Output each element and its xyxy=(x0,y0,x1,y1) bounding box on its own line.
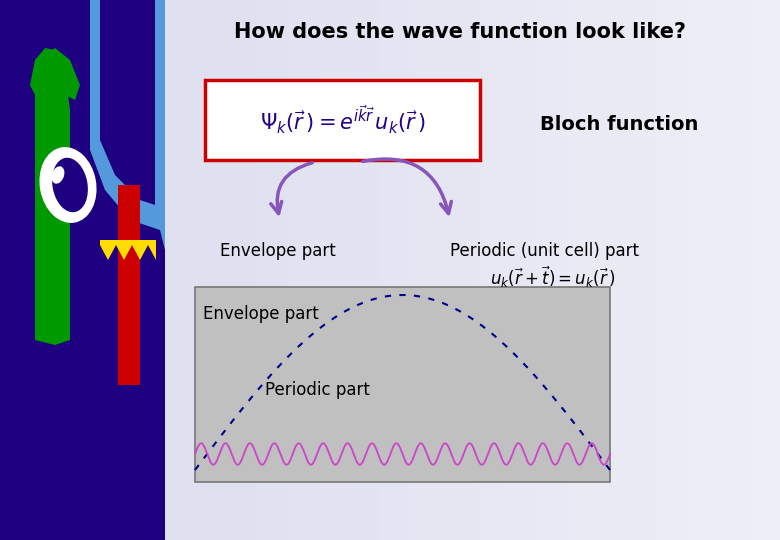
FancyBboxPatch shape xyxy=(441,0,473,540)
FancyBboxPatch shape xyxy=(381,0,411,540)
FancyBboxPatch shape xyxy=(319,0,349,540)
FancyBboxPatch shape xyxy=(165,0,780,540)
FancyBboxPatch shape xyxy=(503,0,534,540)
FancyBboxPatch shape xyxy=(205,80,480,160)
Text: Periodic part: Periodic part xyxy=(265,381,370,399)
Text: Bloch function: Bloch function xyxy=(540,116,698,134)
FancyBboxPatch shape xyxy=(688,0,718,540)
FancyBboxPatch shape xyxy=(626,0,657,540)
Polygon shape xyxy=(35,48,70,345)
Text: Periodic (unit cell) part: Periodic (unit cell) part xyxy=(450,242,639,260)
Ellipse shape xyxy=(40,148,96,222)
FancyBboxPatch shape xyxy=(534,0,565,540)
Polygon shape xyxy=(90,0,165,250)
FancyBboxPatch shape xyxy=(257,0,288,540)
FancyBboxPatch shape xyxy=(226,0,257,540)
FancyBboxPatch shape xyxy=(118,185,140,385)
Text: How does the wave function look like?: How does the wave function look like? xyxy=(234,22,686,42)
FancyBboxPatch shape xyxy=(195,287,610,482)
FancyBboxPatch shape xyxy=(473,0,503,540)
Polygon shape xyxy=(100,240,156,260)
Polygon shape xyxy=(0,0,165,540)
Ellipse shape xyxy=(51,166,65,184)
FancyBboxPatch shape xyxy=(288,0,319,540)
FancyBboxPatch shape xyxy=(349,0,381,540)
FancyBboxPatch shape xyxy=(718,0,750,540)
Polygon shape xyxy=(100,0,155,205)
Text: $\Psi_k(\vec{r}\,) = e^{i\vec{k}\vec{r}\,} u_k(\vec{r}\,)$: $\Psi_k(\vec{r}\,) = e^{i\vec{k}\vec{r}\… xyxy=(260,104,425,136)
FancyBboxPatch shape xyxy=(750,0,780,540)
FancyBboxPatch shape xyxy=(565,0,595,540)
Ellipse shape xyxy=(52,158,88,212)
FancyBboxPatch shape xyxy=(657,0,688,540)
Text: $u_k(\vec{r}+\vec{t})=u_k(\vec{r}\,)$: $u_k(\vec{r}+\vec{t})=u_k(\vec{r}\,)$ xyxy=(490,265,615,291)
Text: Envelope part: Envelope part xyxy=(220,242,335,260)
FancyBboxPatch shape xyxy=(411,0,441,540)
FancyBboxPatch shape xyxy=(595,0,626,540)
Text: Envelope part: Envelope part xyxy=(203,305,319,323)
Polygon shape xyxy=(30,48,80,100)
